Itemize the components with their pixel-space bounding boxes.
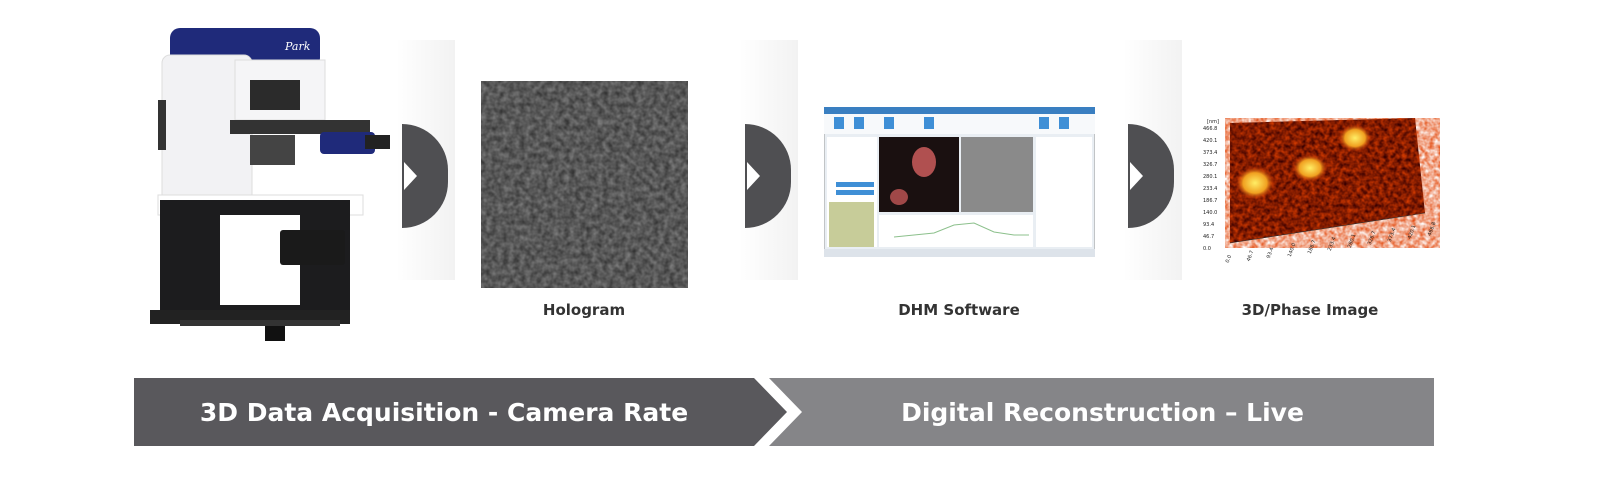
y-tick-label: 140.0 <box>1203 210 1218 216</box>
phase-3d-image <box>1229 118 1426 244</box>
y-tick-label: 46.7 <box>1203 234 1215 240</box>
y-tick-label: 0.0 <box>1203 246 1211 252</box>
hologram-image <box>481 81 688 288</box>
acquisition-band-label: 3D Data Acquisition - Camera Rate <box>199 397 689 427</box>
x-tick-label: 0.0 <box>1224 254 1234 264</box>
x-tick-label: 93.4 <box>1265 246 1276 260</box>
x-tick-label: 46.7 <box>1245 249 1256 263</box>
microscope-image: Park <box>150 28 390 341</box>
process-bands <box>134 378 1434 446</box>
software-screenshot <box>824 107 1095 257</box>
y-tick-label: 420.1 <box>1203 138 1218 144</box>
y-tick-label: 466.8 <box>1203 126 1218 132</box>
hologram-caption: Hologram <box>542 301 626 319</box>
y-tick-label: 186.7 <box>1203 198 1218 204</box>
y-tick-label: 326.7 <box>1203 162 1218 168</box>
y-tick-label: 373.4 <box>1203 150 1218 156</box>
y-tick-label: 233.4 <box>1203 186 1218 192</box>
axis-unit: [nm] <box>1207 119 1219 125</box>
y-tick-label: 280.1 <box>1203 174 1218 180</box>
y-tick-label: 93.4 <box>1203 222 1215 228</box>
phase-caption: 3D/Phase Image <box>1241 301 1379 319</box>
reconstruction-band-label: Digital Reconstruction – Live <box>901 397 1304 427</box>
svg-text:Park: Park <box>284 40 311 53</box>
software-caption: DHM Software <box>898 301 1020 319</box>
